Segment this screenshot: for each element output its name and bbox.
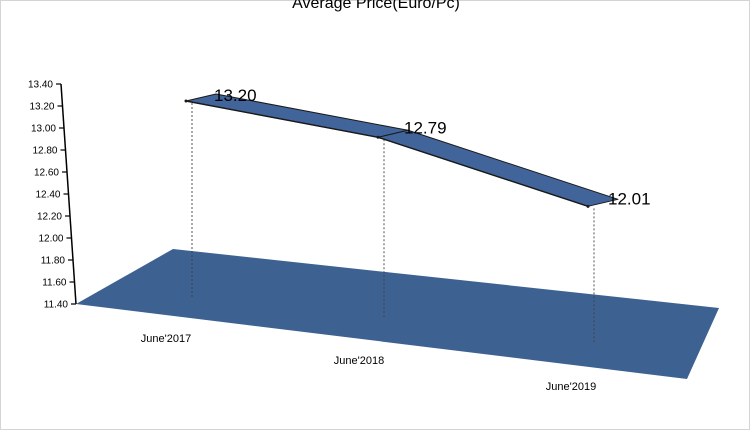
y-tick-label: 12.80 — [32, 146, 57, 157]
chart-floor — [76, 249, 719, 379]
y-tick-label: 12.00 — [38, 234, 63, 245]
series-line — [185, 100, 589, 207]
y-tick-label: 11.60 — [42, 278, 67, 289]
data-point — [184, 99, 188, 103]
category-label: June'2017 — [141, 333, 191, 345]
y-tick-label: 11.40 — [44, 300, 69, 311]
y-tick-label: 11.80 — [41, 256, 66, 267]
y-tick-label: 13.00 — [31, 124, 56, 135]
data-label: 12.01 — [608, 189, 651, 208]
y-tick-label: 13.20 — [29, 102, 54, 113]
y-tick-label: 12.40 — [35, 190, 60, 201]
data-label: 13.20 — [214, 86, 257, 105]
data-point — [586, 204, 590, 208]
chart-title: Average Price(Euro/Pc) — [292, 0, 460, 12]
category-label: June'2018 — [334, 355, 384, 367]
y-tick-label: 13.40 — [28, 80, 53, 91]
data-label: 12.79 — [404, 118, 447, 137]
ribbon-segment — [377, 129, 619, 207]
category-label: June'2019 — [546, 381, 596, 393]
y-tick-label: 12.60 — [34, 168, 59, 179]
y-tick-label: 12.20 — [37, 212, 62, 223]
data-point — [376, 135, 380, 139]
